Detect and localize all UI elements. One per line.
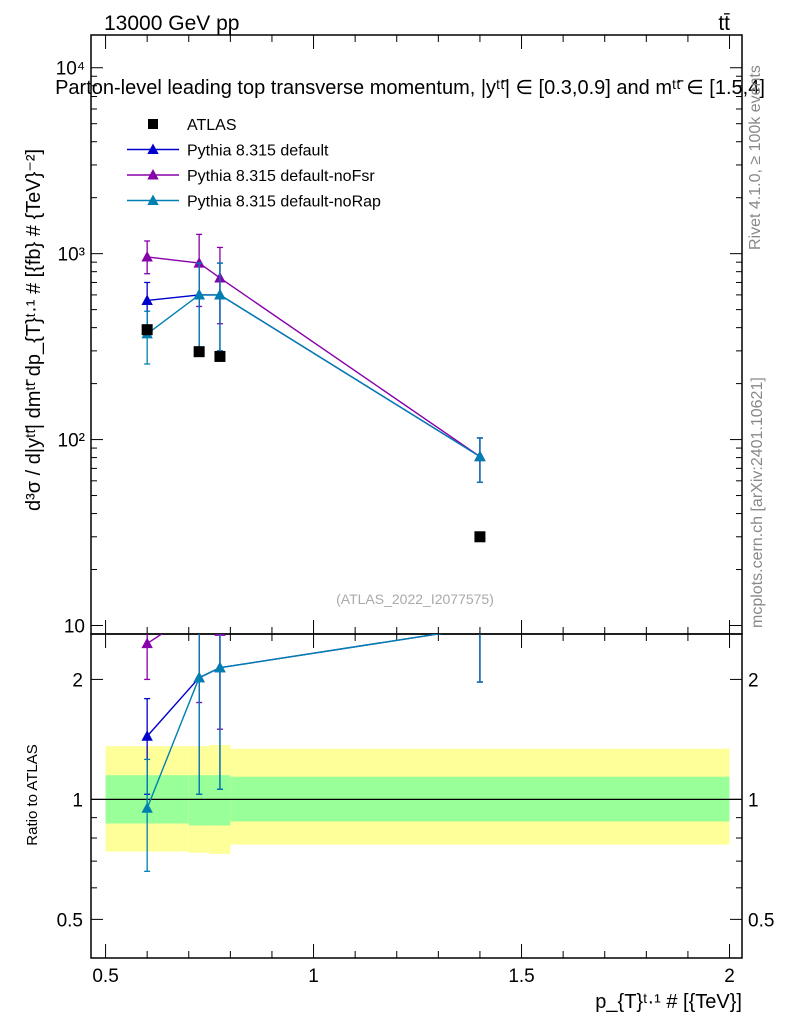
ratio-point xyxy=(141,637,153,649)
ratio-point xyxy=(141,802,153,813)
plot-title: Parton-level leading top transverse mome… xyxy=(55,77,765,99)
analysis-watermark: (ATLAS_2022_I2077575) xyxy=(336,591,494,607)
series-1-main xyxy=(141,233,486,483)
ratio-band-inner xyxy=(209,775,231,826)
series-point xyxy=(474,450,486,462)
x-tick-label: 0.5 xyxy=(92,966,118,987)
header-right: tt̄ xyxy=(718,12,730,35)
chart-marks: ATLAS Pythia 8.315 default Pythia 8.315 de… xyxy=(127,117,486,872)
ratio-point xyxy=(193,603,204,614)
header-left: 13000 GeV pp xyxy=(104,12,239,35)
ratio-y-tick-label-left: 0.5 xyxy=(57,910,83,931)
legend-label: Pythia 8.315 default xyxy=(187,143,329,160)
ratio-y-tick-label-right: 1 xyxy=(748,790,759,811)
legend-label-data: ATLAS xyxy=(187,117,237,134)
ratio-y-tick-label-left: 1 xyxy=(72,790,83,811)
rivet-label: Rivet 4.1.0, ≥ 100k events xyxy=(747,65,764,250)
series-2-main xyxy=(141,262,486,483)
legend-marker xyxy=(147,169,159,180)
main-y-tick-label: 10² xyxy=(58,431,85,452)
data-point xyxy=(474,531,486,543)
series-point xyxy=(193,288,205,300)
ratio-series-line xyxy=(146,634,443,809)
main-panel: 10 10² 10³ 10⁴ xyxy=(56,34,743,637)
main-y-axis-label: d³σ / d|yᵗᵗ̄| dmᵗᵗ̄ dp_{T}ᵗ·¹ # [{fb} # … xyxy=(23,149,45,511)
legend-marker-data xyxy=(148,119,158,129)
main-y-tick-label: 10³ xyxy=(58,245,85,266)
main-y-tick-label: 10 xyxy=(64,616,85,637)
series-line xyxy=(146,294,481,458)
legend: ATLAS Pythia 8.315 default Pythia 8.315 de… xyxy=(127,117,381,211)
x-tick-label: 2 xyxy=(724,966,735,987)
data-point xyxy=(193,346,205,358)
x-tick-label: 1.5 xyxy=(508,966,534,987)
ratio-frame xyxy=(90,633,743,959)
legend-marker xyxy=(147,194,159,205)
legend-marker xyxy=(147,143,159,154)
ratio-panel: 0.5 0.5 1 1 2 2 0.5 1 1.5 2 xyxy=(57,35,774,987)
ratio-point xyxy=(214,661,226,673)
series-0-main xyxy=(141,262,486,483)
mcplots-label: mcplots.cern.ch [arXiv:2401.10621] xyxy=(749,377,766,628)
series-line xyxy=(147,294,481,458)
ratio-y-tick-label-left: 2 xyxy=(72,670,83,691)
series-point xyxy=(193,257,205,268)
data-point xyxy=(141,324,153,336)
series-point xyxy=(141,250,153,262)
data-points xyxy=(141,324,486,543)
legend-label: Pythia 8.315 default-noRap xyxy=(187,194,381,211)
series-point xyxy=(214,288,226,300)
ratio-band-inner xyxy=(188,775,210,826)
x-axis-label: p_{T}ᵗ·¹ # [{TeV}] xyxy=(595,991,742,1013)
x-tick-label: 1 xyxy=(308,966,319,987)
ratio-y-tick-label-right: 0.5 xyxy=(748,910,774,931)
legend-label: Pythia 8.315 default-noFsr xyxy=(187,168,375,185)
series-point xyxy=(141,294,153,305)
ratio-point xyxy=(141,730,153,741)
ratio-point xyxy=(193,671,205,683)
ratio-y-tick-label-right: 2 xyxy=(748,670,759,691)
data-point xyxy=(214,350,226,362)
main-y-tick-label: 10⁴ xyxy=(56,59,85,80)
series-2-ratio xyxy=(141,634,483,872)
ratio-y-axis-label: Ratio to ATLAS xyxy=(24,744,41,845)
series-line xyxy=(147,256,481,458)
